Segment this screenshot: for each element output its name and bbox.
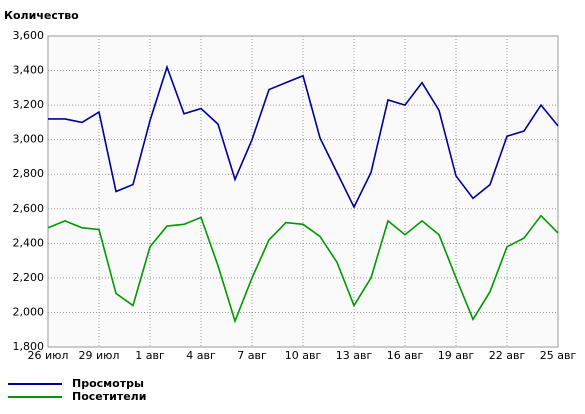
x-tick-label: 22 авг	[489, 349, 526, 362]
x-tick-label: 29 июл	[79, 349, 120, 362]
y-axis-title: Количество	[4, 9, 79, 22]
x-tick-label: 10 авг	[285, 349, 322, 362]
x-tick-label: 7 авг	[237, 349, 267, 362]
x-tick-label: 4 авг	[186, 349, 216, 362]
x-tick-label: 26 июл	[28, 349, 69, 362]
y-tick-label: 1,800	[13, 340, 45, 353]
x-tick-label: 19 авг	[438, 349, 475, 362]
series-line	[47, 214, 559, 324]
x-tick-label: 16 авг	[387, 349, 424, 362]
y-tick-label: 3,600	[13, 29, 45, 42]
series-line	[48, 64, 559, 209]
x-tick-label: 13 авг	[336, 349, 373, 362]
legend-label: Просмотры	[72, 377, 144, 390]
y-tick-label: 2,800	[13, 167, 45, 180]
y-tick-label: 2,200	[13, 271, 45, 284]
y-tick-label: 3,400	[13, 64, 45, 77]
x-tick-label: 25 авг	[540, 349, 577, 362]
legend-label: Посетители	[72, 390, 146, 403]
y-tick-label: 3,000	[13, 133, 45, 146]
y-tick-label: 2,600	[13, 202, 45, 215]
y-tick-label: 2,000	[13, 305, 45, 318]
y-tick-label: 3,200	[13, 98, 45, 111]
x-tick-label: 1 авг	[135, 349, 165, 362]
y-tick-label: 2,400	[13, 236, 45, 249]
